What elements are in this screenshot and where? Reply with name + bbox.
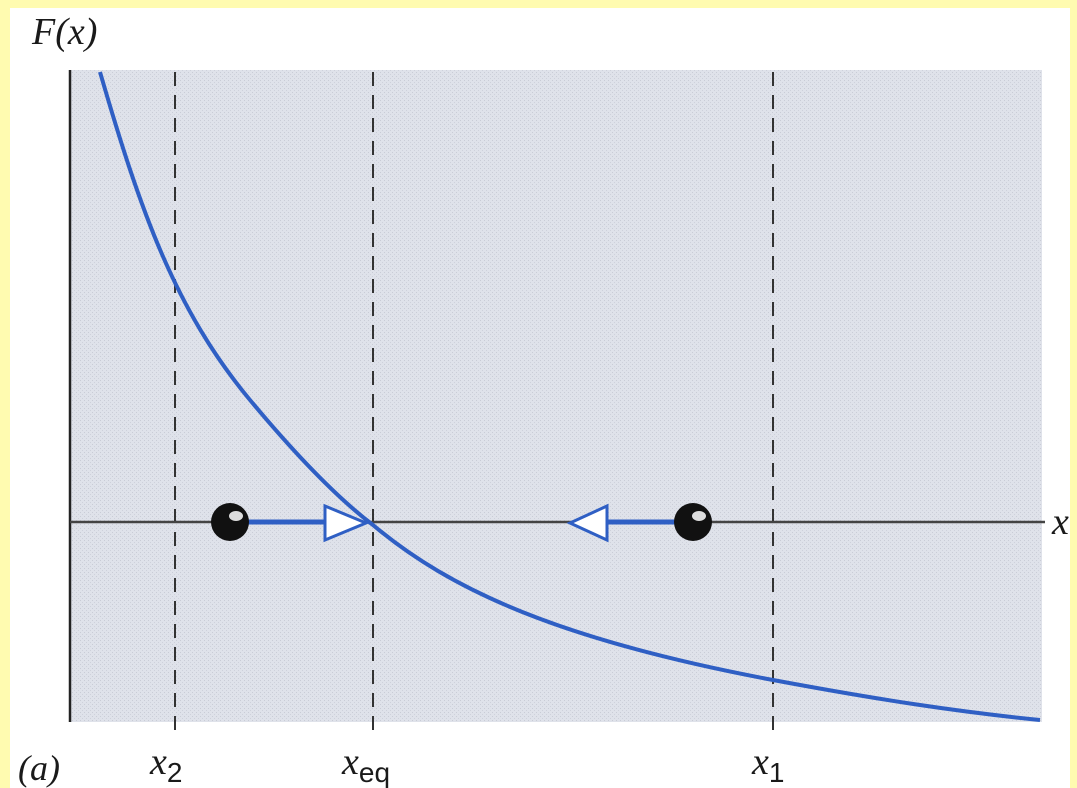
ball [211, 503, 249, 541]
ball-highlight [229, 511, 243, 521]
y-axis-label: F(x) [31, 11, 97, 53]
page: {"axes": {"y_label": "F(x)", "x_label": … [0, 0, 1077, 788]
marker-subscript: 2 [167, 757, 183, 788]
marker-symbol: x [341, 741, 359, 783]
panel-label: (a) [18, 748, 60, 788]
x-axis-label: x [1051, 501, 1069, 543]
ball-highlight [692, 511, 706, 521]
marker-subscript: eq [359, 757, 390, 788]
marker-symbol: x [149, 741, 167, 783]
marker-symbol: x [751, 741, 769, 783]
ball [674, 503, 712, 541]
marker-subscript: 1 [769, 757, 785, 788]
figure: F(x) x x2 xeq x1 (a) [0, 0, 1077, 788]
